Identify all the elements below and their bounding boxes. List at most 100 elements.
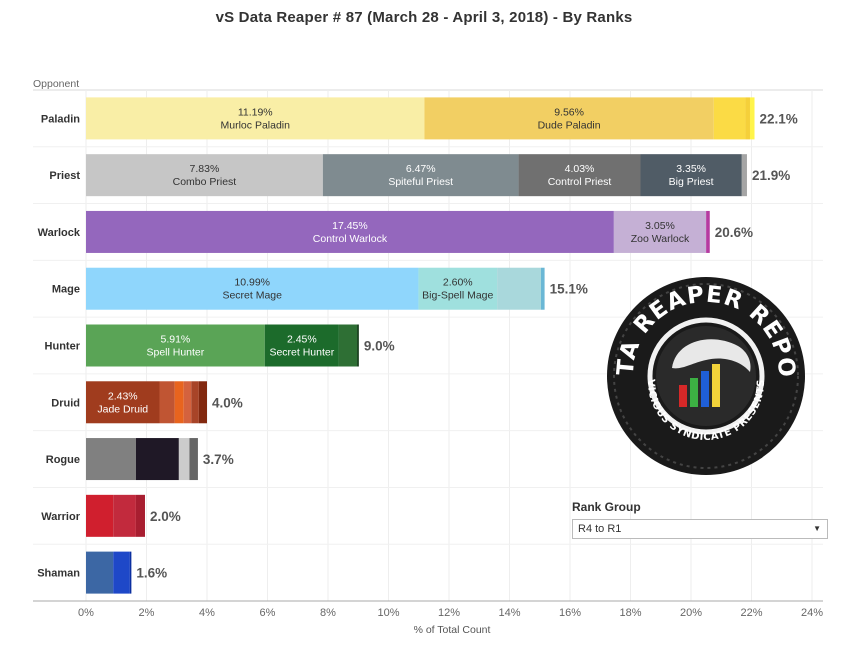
bar-segment-rogue-other-1[interactable] (135, 438, 179, 481)
segment-value-label: 7.83% (190, 163, 220, 175)
row-label-rogue: Rogue (46, 454, 80, 466)
x-tick-label: 8% (320, 607, 336, 619)
bar-segment-shaman-other-0[interactable] (86, 551, 114, 594)
row-label-shaman: Shaman (37, 568, 80, 580)
segment-value-label: 5.91% (160, 334, 190, 346)
segment-value-label: 9.56% (554, 106, 584, 118)
segment-name-label: Secret Mage (222, 290, 282, 302)
bar-segment-warrior-other-0[interactable] (86, 494, 114, 537)
row-header: Opponent (33, 78, 79, 90)
bar-segment-secret-mage[interactable] (86, 267, 419, 310)
bar-segment-warlock-other-2[interactable] (706, 210, 710, 253)
segment-value-label: 2.43% (108, 390, 138, 402)
x-axis: 0% 2% 4% 6% 8% 10% 12% 14% 16% 18% 20% 22% 24% (33, 600, 823, 619)
bar-segment-warrior-other-1[interactable] (113, 494, 136, 537)
bar-segment-spiteful-priest[interactable] (322, 154, 519, 197)
row-total-label: 4.0% (212, 395, 243, 410)
bar-segment-murloc-paladin[interactable] (86, 97, 425, 140)
row-label-paladin: Paladin (41, 113, 80, 125)
segment-name-label: Murloc Paladin (221, 119, 291, 131)
segment-value-label: 6.47% (406, 163, 436, 175)
bar-segment-druid-other-2[interactable] (174, 381, 184, 424)
row-total-label: 20.6% (715, 225, 753, 240)
bar-segment-druid-other-3[interactable] (183, 381, 192, 424)
rank-group-selected-value: R4 to R1 (578, 523, 622, 535)
x-tick-label: 10% (377, 607, 399, 619)
bars: 11.19%Murloc Paladin 9.56%Dude Paladin 22.… (86, 97, 798, 594)
x-tick-label: 0% (78, 607, 94, 619)
bar-segment-paladin-other-3[interactable] (745, 97, 750, 140)
x-tick-label: 14% (498, 607, 520, 619)
bar-segment-spell-hunter[interactable] (86, 324, 265, 367)
row-total-label: 3.7% (203, 452, 234, 467)
bar-segment-shaman-other-2[interactable] (129, 551, 132, 594)
segment-name-label: Spiteful Priest (388, 176, 453, 188)
segment-name-label: Zoo Warlock (631, 233, 690, 245)
row-label-warrior: Warrior (41, 511, 80, 523)
segment-name-label: Big Priest (669, 176, 714, 188)
segment-name-label: Big-Spell Mage (422, 290, 493, 302)
row-label-hunter: Hunter (45, 341, 81, 353)
x-tick-label: 16% (559, 607, 581, 619)
row-total-label: 2.0% (150, 509, 181, 524)
x-tick-label: 18% (619, 607, 641, 619)
row-label-priest: Priest (49, 170, 80, 182)
row-label-druid: Druid (51, 397, 80, 409)
rank-group-dropdown[interactable]: R4 to R1 ▼ (572, 519, 828, 539)
bar-segment-big-priest[interactable] (640, 154, 742, 197)
x-tick-label: 4% (199, 607, 215, 619)
bar-segment-jade-druid[interactable] (86, 381, 160, 424)
x-tick-label: 12% (438, 607, 460, 619)
x-tick-label: 22% (740, 607, 762, 619)
bar-segment-hunter-other-3[interactable] (357, 324, 359, 367)
bar-segment-big-spell-mage[interactable] (418, 267, 498, 310)
bar-segment-rogue-other-2[interactable] (178, 438, 190, 481)
x-tick-label: 2% (139, 607, 155, 619)
segment-name-label: Dude Paladin (538, 119, 601, 131)
chevron-down-icon[interactable]: ▼ (813, 524, 821, 533)
bar-segment-druid-other-5[interactable] (198, 381, 207, 424)
x-axis-title: % of Total Count (414, 624, 491, 636)
segment-name-label: Spell Hunter (146, 347, 204, 359)
segment-value-label: 11.19% (238, 106, 273, 118)
bar-segment-dude-paladin[interactable] (424, 97, 714, 140)
x-tick-label: 24% (801, 607, 823, 619)
bar-segment-hunter-other-2[interactable] (338, 324, 358, 367)
bar-segment-zoo-warlock[interactable] (613, 210, 707, 253)
bar-segment-paladin-other-4[interactable] (749, 97, 755, 140)
row-total-label: 9.0% (364, 339, 395, 354)
bar-segment-shaman-other-1[interactable] (113, 551, 130, 594)
bar-segment-warrior-other-2[interactable] (135, 494, 145, 537)
segment-name-label: Control Warlock (313, 233, 388, 245)
bar-segment-mage-other-2[interactable] (497, 267, 541, 310)
rank-group-filter: Rank Group R4 to R1 ▼ (572, 500, 828, 539)
bar-segment-druid-other-4[interactable] (191, 381, 199, 424)
bar-segment-priest-other-4[interactable] (741, 154, 747, 197)
row-total-label: 22.1% (760, 111, 798, 126)
segment-value-label: 3.05% (645, 220, 675, 232)
x-tick-label: 6% (260, 607, 276, 619)
bar-segment-paladin-other-2[interactable] (713, 97, 746, 140)
rank-group-title: Rank Group (572, 500, 641, 514)
bar-segment-mage-other-3[interactable] (540, 267, 545, 310)
segment-value-label: 10.99% (234, 277, 270, 289)
chart-title: vS Data Reaper # 87 (March 28 - April 3,… (215, 9, 633, 26)
bar-segment-rogue-other-3[interactable] (189, 438, 198, 481)
x-tick-label: 20% (680, 607, 702, 619)
segment-name-label: Secret Hunter (269, 347, 334, 359)
bar-segment-control-warlock[interactable] (86, 210, 614, 253)
bar-segment-secret-hunter[interactable] (264, 324, 339, 367)
segment-name-label: Jade Druid (97, 403, 148, 415)
row-label-mage: Mage (52, 284, 80, 296)
row-total-label: 15.1% (550, 282, 588, 297)
segment-name-label: Combo Priest (173, 176, 237, 188)
bar-segment-control-priest[interactable] (518, 154, 641, 197)
bar-segment-rogue-other-0[interactable] (86, 438, 136, 481)
bar-segment-combo-priest[interactable] (86, 154, 323, 197)
row-labels: Paladin Priest Warlock Mage Hunter Druid Rogue… (37, 113, 81, 579)
row-total-label: 21.9% (752, 168, 790, 183)
bar-segment-druid-other-1[interactable] (159, 381, 175, 424)
segment-value-label: 3.35% (676, 163, 706, 175)
row-total-label: 1.6% (136, 566, 167, 581)
